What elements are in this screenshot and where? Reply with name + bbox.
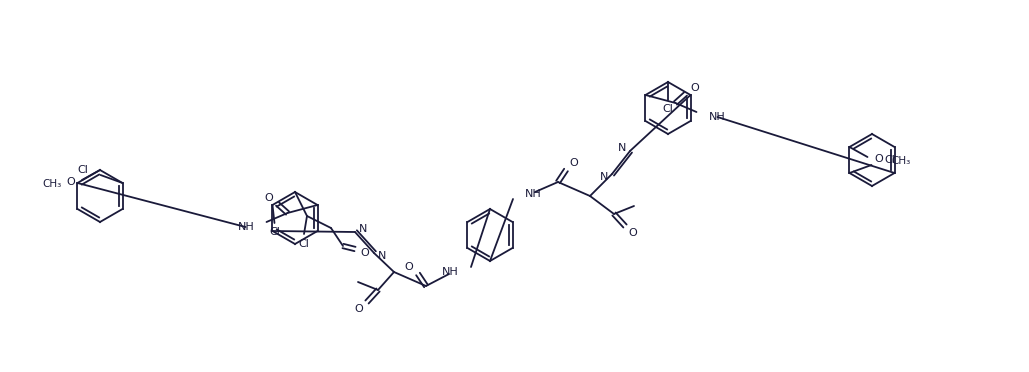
Text: N: N: [359, 224, 367, 234]
Text: Cl: Cl: [663, 104, 673, 114]
Text: NH: NH: [442, 267, 459, 277]
Text: NH: NH: [238, 222, 254, 232]
Text: Cl: Cl: [884, 155, 895, 165]
Text: CH₃: CH₃: [43, 179, 62, 189]
Text: O: O: [404, 262, 414, 272]
Text: O: O: [355, 304, 363, 314]
Text: O: O: [875, 154, 883, 164]
Text: O: O: [570, 158, 578, 168]
Text: N: N: [600, 172, 608, 182]
Text: O: O: [690, 83, 699, 93]
Text: O: O: [360, 248, 369, 258]
Text: CH₃: CH₃: [891, 156, 911, 166]
Text: Cl: Cl: [269, 227, 280, 237]
Text: O: O: [66, 177, 75, 187]
Text: N: N: [617, 143, 627, 153]
Text: Cl: Cl: [77, 165, 87, 175]
Text: NH: NH: [525, 189, 541, 199]
Text: O: O: [629, 228, 637, 238]
Text: N: N: [378, 251, 386, 261]
Text: NH: NH: [709, 112, 725, 122]
Text: O: O: [264, 193, 273, 203]
Text: Cl: Cl: [298, 239, 310, 249]
